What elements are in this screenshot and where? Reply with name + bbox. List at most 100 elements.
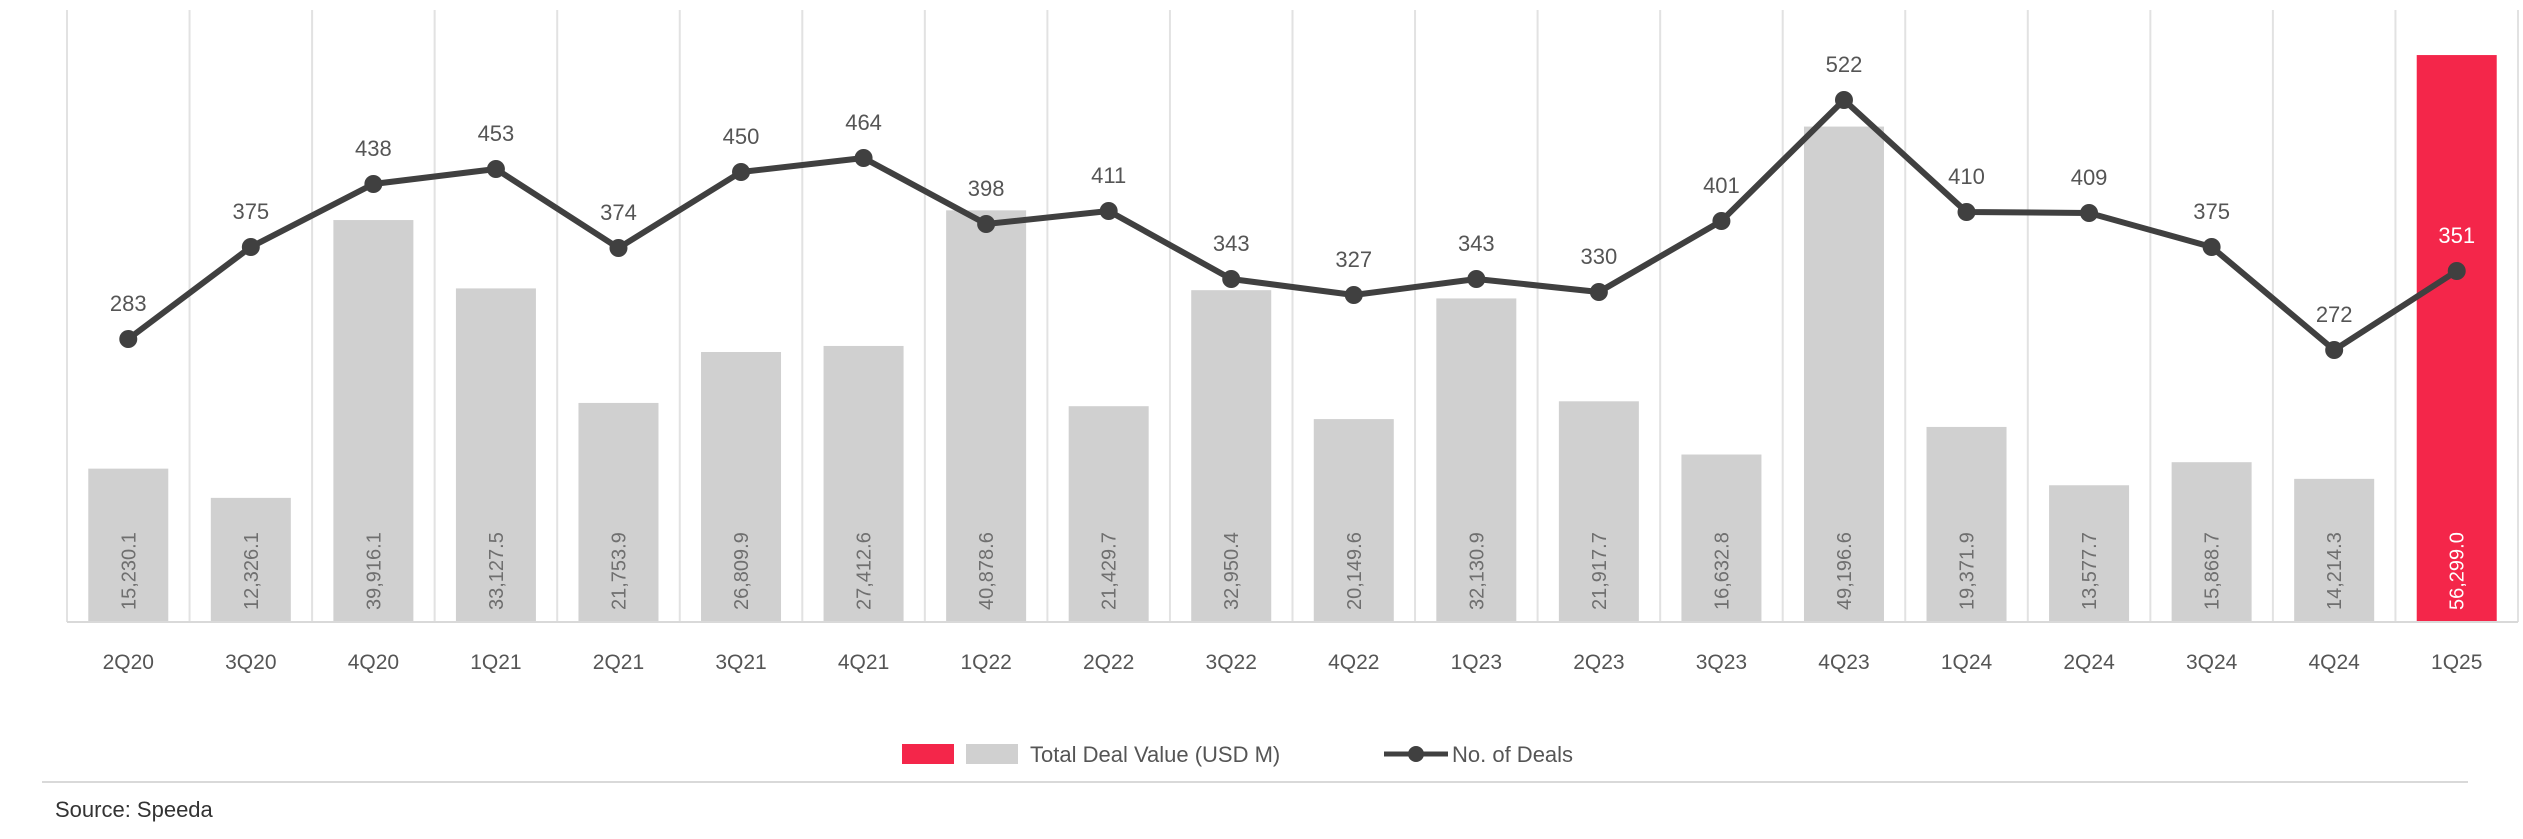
bar [1313,419,1394,622]
bar-value-label: 27,412.6 [854,532,876,610]
deals-point [1834,91,1853,109]
deals-value-label: 409 [2071,165,2108,190]
x-axis: 2Q20 3Q20 4Q20 1Q21 2Q21 3Q21 4Q21 1Q22 2Q22 3Q22… [67,621,2518,674]
deals-value-label: 327 [1335,247,1372,272]
deals-point [732,163,751,181]
bar [823,345,904,622]
bar-value-label: 16,632.8 [1711,532,1733,610]
legend: Total Deal Value (USD M) No. of Deals [42,742,2468,783]
bar-value-labels: 15,230.1 12,326.1 39,916.1 33,127.5 21,753.9… [118,532,2468,610]
x-tick-label: 3Q20 [225,651,276,674]
deals-value-label: 410 [1948,164,1985,189]
deals-value-label: 438 [355,136,392,161]
bar-value-label: 12,326.1 [241,532,263,610]
deals-value-label: 450 [723,124,760,149]
bar-value-label: 21,429.7 [1099,532,1121,610]
x-tick-label: 2Q23 [1573,651,1624,674]
deals-point [1957,203,1976,221]
bar [333,220,414,622]
x-tick-label: 3Q23 [1696,651,1747,674]
deals-point [977,215,996,233]
bar-value-label: 49,196.6 [1834,532,1856,610]
line-value-labels: 283 375 438 453 374 450 464 398 411 343 327 343 330 4… [110,52,2475,327]
deals-point [1344,286,1363,304]
deals-point [2447,262,2466,280]
x-tick-label: 4Q24 [2308,651,2360,674]
deals-value-label: 343 [1213,231,1250,256]
deals-point [119,330,138,348]
bar-value-label: 26,809.9 [731,532,753,610]
bar [701,352,782,622]
deals-point [1222,270,1241,288]
bar-value-label: 13,577.7 [2079,532,2101,610]
bar [1436,298,1517,622]
deals-point [2080,204,2099,222]
x-tick-label: 1Q25 [2431,651,2482,674]
deals-value-label: 374 [600,200,637,225]
bar-value-label: 39,916.1 [363,532,385,610]
deals-value-label: 343 [1458,231,1495,256]
deals-value-label: 272 [2316,302,2353,327]
legend-swatch-bar [966,744,1018,764]
x-tick-label: 3Q22 [1206,651,1257,674]
deals-point [1467,270,1486,288]
x-tick-label: 2Q20 [103,651,154,674]
legend-label-deal-count: No. of Deals [1452,742,1573,767]
deals-point [2325,341,2344,359]
deals-value-label: 398 [968,176,1005,201]
x-tick-label: 2Q22 [1083,651,1134,674]
x-tick-label: 3Q24 [2186,651,2238,674]
bar-value-label: 21,917.7 [1589,532,1611,610]
deals-value-label: 351 [2438,223,2475,248]
bar-value-label: 21,753.9 [608,532,630,610]
bar [2294,478,2375,622]
deals-point [364,175,383,193]
bar [2171,462,2252,622]
bar-series-deal-value [88,55,2497,622]
bar-value-label: 56,299.0 [2447,532,2469,610]
legend-swatch-highlight [902,744,954,764]
deals-value-label: 411 [1091,163,1126,188]
bar [88,468,169,622]
deals-line [125,97,2460,353]
bar [1803,126,1884,622]
bar [1558,401,1639,622]
bar-value-label: 14,214.3 [2324,532,2346,610]
deals-point [2202,238,2221,256]
deals-value-label: 522 [1826,52,1863,77]
x-tick-label: 4Q20 [348,651,399,674]
vertical-gridlines [66,10,2519,622]
deals-point [486,160,505,178]
bar [210,497,291,622]
bar [578,402,659,622]
bar-value-label: 19,371.9 [1957,532,1979,610]
bar-value-label: 32,950.4 [1221,532,1243,610]
legend-label-deal-value: Total Deal Value (USD M) [1030,742,1280,767]
bar [1191,290,1272,622]
legend-marker [1408,746,1424,762]
deals-value-label: 330 [1581,244,1618,269]
x-tick-label: 4Q23 [1818,651,1869,674]
source-note: Source: Speeda [55,797,213,822]
bar [455,288,536,622]
bar [2416,55,2497,622]
x-tick-label: 2Q21 [593,651,644,674]
bar-value-label: 15,868.7 [2202,532,2224,610]
deals-point [609,239,628,257]
x-tick-label: 1Q21 [470,651,521,674]
line-series-deal-count [119,91,2466,359]
x-tick-label: 2Q24 [2063,651,2115,674]
deals-value-label: 453 [478,121,515,146]
deals-value-label: 375 [2193,199,2230,224]
x-tick-label: 4Q22 [1328,651,1379,674]
bar [1681,454,1762,622]
bar-value-label: 15,230.1 [118,532,140,610]
bar [1068,406,1149,622]
x-tick-label: 3Q21 [715,651,766,674]
bar [2049,485,2130,622]
deals-value-label: 401 [1703,173,1740,198]
bar [946,210,1027,622]
deals-point [1712,212,1731,230]
x-tick-label: 1Q22 [960,651,1011,674]
